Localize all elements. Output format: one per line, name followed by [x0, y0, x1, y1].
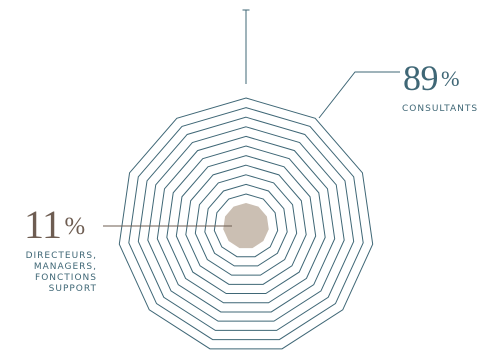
consultants-ring	[137, 116, 355, 331]
consultants-ring	[185, 164, 307, 285]
consultants-ring	[175, 155, 317, 295]
consultants-value: 89	[403, 58, 439, 98]
consultants-ring	[118, 97, 374, 350]
consultants-ring	[194, 174, 298, 276]
directors-caption-line: FONCTIONS	[35, 273, 97, 283]
consultants-ring	[128, 107, 364, 341]
consultants-percent-sign: %	[441, 65, 460, 91]
consultants-leader-line	[318, 71, 400, 119]
consultants-ring	[156, 135, 336, 313]
directors-caption: DIRECTEURS, MANAGERS, FONCTIONS SUPPORT	[0, 251, 97, 295]
consultants-ring	[166, 145, 326, 304]
directors-core-slice	[223, 203, 269, 249]
directors-percent-sign: %	[64, 212, 86, 240]
consultants-caption: CONSULTANTS	[402, 104, 478, 115]
rings-group	[118, 97, 374, 350]
directors-caption-line: SUPPORT	[48, 284, 97, 294]
consultants-percentage: 89%	[403, 58, 460, 98]
consultants-ring	[213, 193, 279, 258]
directors-percentage: 11%	[24, 205, 85, 245]
consultants-caption-line: CONSULTANTS	[402, 104, 479, 114]
consultants-ring	[204, 183, 288, 267]
directors-caption-line: DIRECTEURS,	[25, 251, 97, 261]
directors-caption-line: MANAGERS,	[33, 262, 97, 272]
directors-value: 11	[24, 202, 62, 247]
consultants-ring	[147, 126, 345, 322]
